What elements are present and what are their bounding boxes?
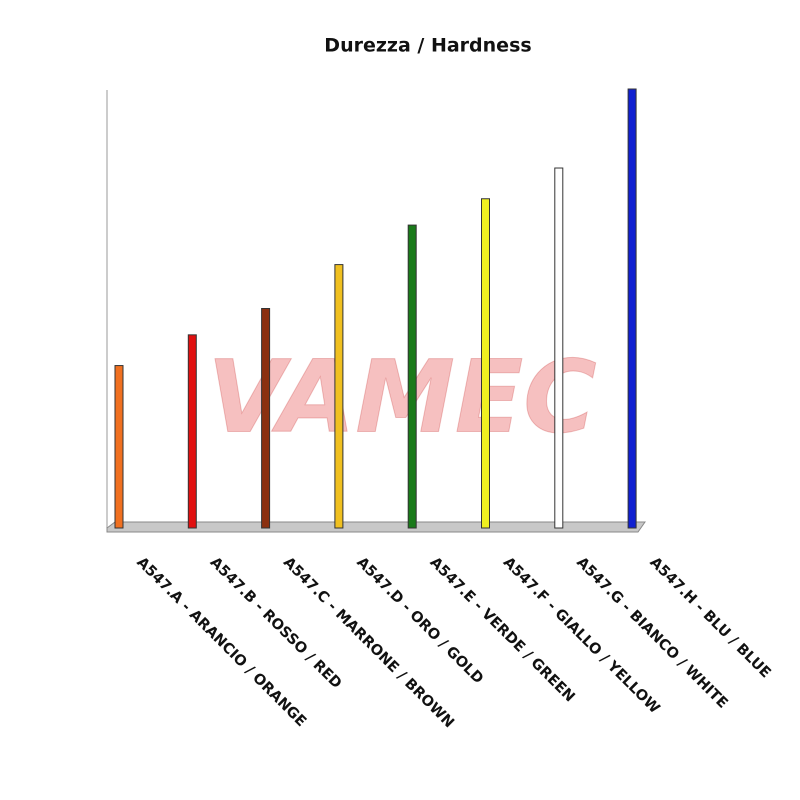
bar: [407, 224, 417, 529]
floor: [106, 521, 646, 533]
x-tick-label: A547.B - ROSSO / RED: [207, 554, 345, 692]
chart-title: Durezza / Hardness: [324, 35, 531, 57]
bar: [114, 365, 124, 529]
x-tick-label: A547.E - VERDE / GREEN: [427, 554, 578, 705]
x-tick-label: A547.A - ARANCIO / ORANGE: [133, 554, 309, 730]
bar: [261, 308, 271, 529]
x-tick-label: A547.D - ORO / GOLD: [353, 554, 486, 687]
bar: [187, 334, 197, 529]
bar: [481, 198, 490, 529]
bar: [334, 264, 344, 529]
x-tick-label: A547.F - GIALLO / YELLOW: [500, 554, 663, 717]
x-tick-label: A547.G - BIANCO / WHITE: [573, 554, 730, 711]
watermark: VAMEC: [207, 338, 596, 455]
x-tick-label: A547.H - BLU / BLUE: [646, 554, 773, 681]
bar: [554, 167, 564, 529]
bar: [627, 88, 637, 529]
